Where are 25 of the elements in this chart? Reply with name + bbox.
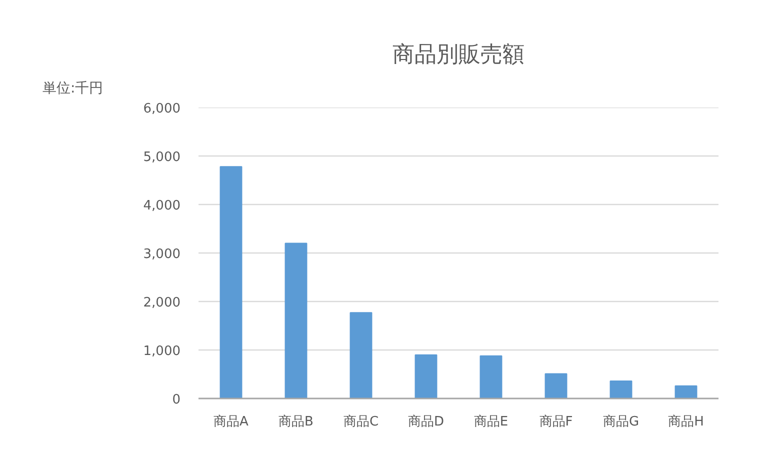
y-tick-label: 4,000 [143, 198, 180, 214]
bar [220, 166, 242, 398]
x-tick-label: 商品E [474, 414, 508, 430]
x-tick-label: 商品F [539, 414, 573, 430]
x-tick-label: 商品B [278, 414, 314, 430]
x-tick-label: 商品G [602, 414, 640, 430]
text: 単位:千円 [42, 80, 104, 96]
y-tick-label: 6,000 [143, 102, 180, 116]
bar [674, 385, 698, 398]
y-tick-label: 5,000 [143, 150, 180, 165]
x-tick-label: 商品A [214, 414, 249, 430]
chart-title: 商品別販売額 [392, 42, 524, 68]
x-tick-label: 商品H [668, 414, 704, 430]
x-tick-label: 商品C [343, 414, 379, 430]
bar [544, 373, 568, 398]
y-tick-label: 3,000 [143, 247, 180, 262]
bar [610, 380, 632, 398]
bar [414, 354, 438, 398]
bar [350, 312, 372, 398]
x-tick-label: 商品D [408, 414, 444, 430]
bar [284, 242, 308, 398]
y-tick-label: 1,000 [143, 344, 180, 359]
bar [480, 355, 502, 398]
y-tick-label: 0 [172, 392, 181, 408]
y-tick-label: 2,000 [143, 296, 180, 310]
